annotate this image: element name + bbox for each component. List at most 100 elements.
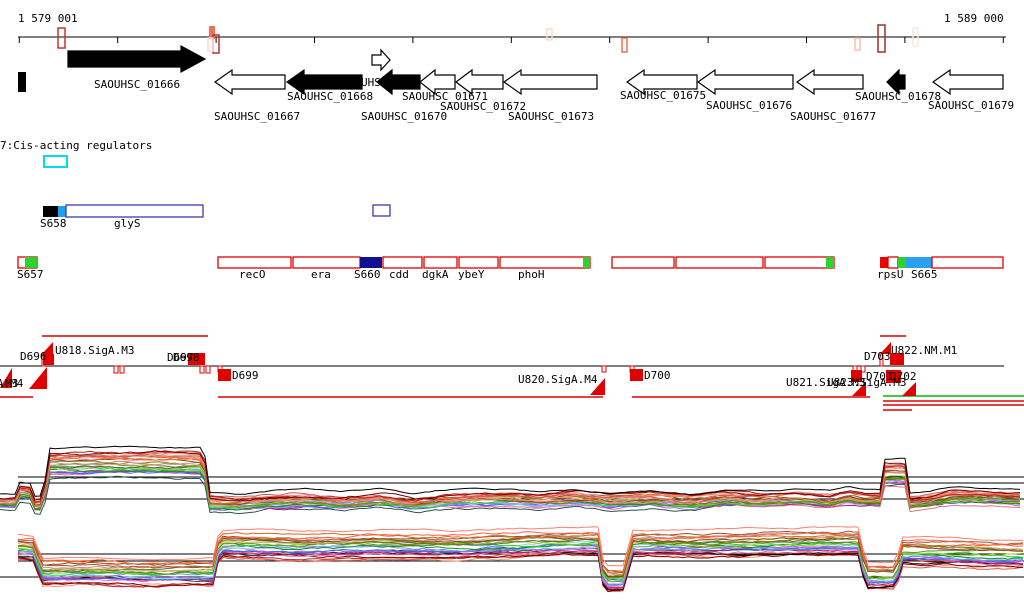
gene-arrow-SAOUHSC_01679[interactable]: [931, 68, 1004, 96]
tss-box-D698[interactable]: [194, 353, 205, 365]
tss-label-d699: D699: [232, 369, 259, 382]
gene-glys-box[interactable]: [65, 204, 204, 218]
tss-pole: [217, 365, 223, 373]
variant-marker[interactable]: [912, 27, 919, 47]
gene-label-01676: SAOUHSC_01676: [706, 99, 793, 112]
promoter-down-flag-U820.SigA.M4[interactable]: [590, 378, 605, 395]
tss-box-D699[interactable]: [218, 369, 231, 381]
gene-arrow-SAOUHSC_01673[interactable]: [502, 68, 598, 96]
expression-series-watson-strand-coverage: [0, 445, 1021, 497]
operon-seg-phoH: [583, 257, 590, 268]
tss-label-d703: D703: [864, 350, 891, 363]
expression-series-crick-strand-coverage: [17, 530, 1024, 574]
tss-label-u818: U818.SigA.M3: [55, 344, 135, 357]
gene-arrow-SAOUHSC_01669[interactable]: [371, 48, 391, 72]
tss-box-D700[interactable]: [630, 369, 643, 381]
gene-label-01678: SAOUHSC_01678: [855, 90, 942, 103]
expression-series-crick-strand-coverage: [17, 535, 1023, 578]
operon-box-cdd[interactable]: [382, 256, 423, 269]
gene-arrow-SAOUHSC_01672[interactable]: [455, 68, 504, 96]
promoter-up-flag-U822.NM.M1[interactable]: [880, 342, 891, 354]
expression-series-watson-strand-coverage: [0, 455, 1021, 503]
tss-label-left-clip-a: SigA.M3: [0, 377, 19, 390]
operon-box-operon-box-a[interactable]: [611, 256, 675, 269]
expression-series-crick-strand-coverage: [17, 550, 1024, 590]
tss-pole: [205, 365, 211, 374]
ruler-start-coordinate: 1 579 001: [18, 12, 78, 25]
operon-box-recO[interactable]: [217, 256, 292, 269]
tss-label-u821: U821.SigA.M3: [786, 376, 866, 389]
srna-s658-black[interactable]: [43, 206, 58, 217]
variant-marker[interactable]: [207, 37, 214, 52]
operon-box-era[interactable]: [292, 256, 361, 269]
operon-label-s665: S665: [911, 268, 938, 281]
tss-label-d698: D698: [173, 351, 200, 364]
expression-series-crick-strand-coverage: [17, 532, 1024, 574]
operon-box-operon-box-c[interactable]: [764, 256, 835, 269]
operon-label-cdd: cdd: [389, 268, 409, 281]
variant-marker[interactable]: [209, 26, 215, 39]
gene-arrow-SAOUHSC_01666[interactable]: [67, 44, 207, 74]
gene-arrow-SAOUHSC_01675[interactable]: [625, 68, 698, 96]
gene-arrow-SAOUHSC_01670[interactable]: [376, 68, 421, 96]
tss-label-d701: D701: [866, 370, 893, 383]
operon-box-S660[interactable]: [360, 257, 382, 268]
promoter-down-flag-U823.SigA.M3[interactable]: [902, 382, 916, 396]
operon-box-dgkA[interactable]: [423, 256, 458, 269]
gene-arrow-SAOUHSC_01667[interactable]: [213, 68, 286, 96]
operon-box-S665-green[interactable]: [898, 257, 906, 268]
tss-pole: [879, 353, 884, 367]
operon-box-operon-box-d[interactable]: [931, 256, 1004, 269]
gene-label-01673: SAOUHSC_01673: [508, 110, 595, 123]
expression-series-watson-strand-coverage: [0, 450, 1021, 502]
promoter-down-flag-flag-left-edge[interactable]: [0, 368, 12, 388]
tss-box-D696[interactable]: [43, 354, 54, 365]
srna-label-s658: S658: [40, 217, 67, 230]
expression-series-crick-strand-coverage: [17, 526, 1024, 567]
gene-partial-edge[interactable]: [18, 72, 26, 92]
gene-label-01679: SAOUHSC_01679: [928, 99, 1015, 112]
variant-marker[interactable]: [546, 28, 553, 41]
gene-arrow-SAOUHSC_01676[interactable]: [696, 68, 794, 96]
promoter-up-flag-U818.SigA.M3[interactable]: [42, 342, 53, 354]
expression-series-crick-strand-coverage: [17, 552, 1023, 593]
tss-pole: [119, 365, 125, 374]
tss-pole: [113, 365, 119, 374]
tss-box-D702[interactable]: [886, 370, 901, 383]
variant-marker[interactable]: [57, 27, 66, 49]
variant-marker[interactable]: [877, 24, 886, 53]
tss-box-D703[interactable]: [890, 353, 904, 365]
operon-label-s660: S660: [354, 268, 381, 281]
operon-box-S665-blue[interactable]: [906, 257, 932, 268]
promoter-down-flag-flag-left[interactable]: [29, 367, 47, 389]
tss-box-D697[interactable]: [188, 353, 199, 365]
promoter-down-flag-U821.SigA.M3[interactable]: [852, 382, 866, 396]
expression-series-crick-strand-coverage: [17, 540, 1024, 582]
gene-label-01666: SAOUHSC_01666: [94, 78, 181, 91]
operon-box-operon-box-b[interactable]: [675, 256, 764, 269]
srna-s658-blue[interactable]: [58, 206, 66, 217]
gene-arrow-SAOUHSC_01677[interactable]: [795, 68, 864, 96]
regulator-box[interactable]: [43, 155, 68, 168]
tss-box-D701[interactable]: [851, 370, 862, 382]
operon-box-phoH[interactable]: [499, 256, 591, 269]
operon-box-rpsU-red[interactable]: [880, 257, 888, 268]
gene-arrow-SAOUHSC_01671[interactable]: [419, 68, 456, 96]
tss-label-d696: D696: [20, 350, 47, 363]
operon-seg-operon-box-c: [826, 257, 834, 268]
variant-marker[interactable]: [854, 37, 861, 51]
expression-series-watson-strand-coverage: [0, 466, 1021, 511]
tss-label-d700: D700: [644, 369, 671, 382]
operon-box-rpsU-open[interactable]: [887, 256, 899, 269]
gene-label-01671: SAOUHSC_01671: [402, 90, 489, 103]
expression-series-crick-strand-coverage: [18, 537, 1024, 578]
variant-marker[interactable]: [621, 37, 628, 53]
srna-box-2[interactable]: [372, 204, 391, 217]
section-title-cis-acting-regulators: 7:Cis-acting regulators: [0, 139, 153, 152]
gene-arrow-SAOUHSC_01678[interactable]: [886, 68, 906, 96]
gene-arrow-SAOUHSC_01668[interactable]: [285, 68, 363, 96]
tss-label-left-clip-b: SigA.M4: [0, 377, 24, 390]
gene-label-glys: glyS: [114, 217, 141, 230]
operon-box-ybeY[interactable]: [458, 256, 499, 269]
